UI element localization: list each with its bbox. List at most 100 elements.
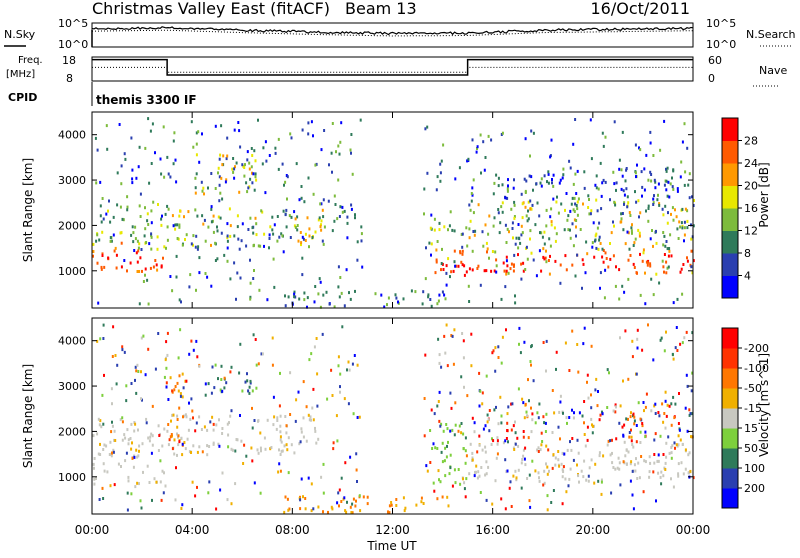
data-cell — [672, 168, 675, 172]
data-cell — [317, 218, 320, 222]
data-cell — [686, 256, 688, 260]
data-cell — [481, 391, 484, 395]
data-cell — [440, 450, 443, 454]
data-cell — [144, 267, 147, 271]
data-cell — [237, 121, 240, 124]
data-cell — [647, 323, 649, 327]
data-cell — [230, 365, 233, 369]
data-cell — [423, 434, 426, 438]
data-cell — [530, 129, 533, 133]
data-cell — [166, 238, 169, 242]
data-cell — [512, 269, 515, 273]
data-cell — [254, 172, 257, 176]
data-cell — [669, 182, 672, 186]
data-cell — [446, 444, 448, 448]
data-cell — [515, 476, 518, 480]
data-cell — [528, 499, 531, 503]
data-cell — [163, 471, 165, 475]
data-cell — [466, 394, 469, 398]
x-tick-label: 16:00 — [475, 523, 510, 537]
data-cell — [552, 184, 555, 188]
data-cell — [520, 233, 523, 237]
data-cell — [190, 242, 193, 246]
data-cell — [259, 446, 262, 450]
data-cell — [98, 423, 101, 427]
data-cell — [307, 413, 310, 417]
data-cell — [623, 440, 626, 444]
data-cell — [360, 232, 363, 236]
data-cell — [173, 438, 176, 442]
data-cell — [191, 409, 194, 413]
data-cell — [557, 458, 560, 462]
data-cell — [676, 297, 679, 301]
data-cell — [547, 181, 550, 185]
data-cell — [497, 422, 500, 426]
data-cell — [652, 358, 655, 362]
data-cell — [127, 475, 130, 479]
data-cell — [584, 271, 587, 275]
data-cell — [271, 215, 274, 219]
data-cell — [665, 188, 668, 192]
data-cell — [120, 164, 123, 168]
data-cell — [279, 414, 282, 418]
data-cell — [510, 262, 513, 266]
data-cell — [460, 375, 463, 379]
data-cell — [675, 326, 678, 329]
data-cell — [677, 237, 680, 240]
data-cell — [683, 336, 686, 340]
data-cell — [684, 467, 687, 471]
power-scatter — [92, 117, 695, 309]
data-cell — [557, 211, 560, 215]
data-cell — [216, 229, 219, 233]
freq-line — [92, 58, 693, 76]
data-cell — [478, 434, 481, 438]
data-cell — [201, 214, 204, 218]
data-cell — [171, 289, 174, 293]
data-cell — [432, 442, 435, 446]
data-cell — [150, 247, 153, 251]
data-cell — [565, 192, 568, 195]
data-cell — [639, 417, 642, 421]
y-tick-label: 3000 — [58, 380, 86, 393]
data-cell — [279, 371, 281, 375]
data-cell — [331, 507, 334, 511]
data-cell — [420, 496, 423, 500]
data-cell — [226, 246, 229, 250]
data-cell — [507, 440, 509, 444]
data-cell — [153, 477, 156, 481]
data-cell — [293, 210, 296, 214]
data-cell — [604, 268, 607, 272]
data-cell — [679, 438, 682, 442]
data-cell — [160, 498, 163, 502]
data-cell — [471, 456, 474, 460]
data-cell — [273, 223, 276, 227]
data-cell — [446, 364, 449, 368]
data-cell — [497, 356, 500, 359]
data-cell — [485, 498, 488, 502]
data-cell — [562, 173, 565, 177]
data-cell — [124, 436, 127, 440]
colorbar-tick-label: 4 — [744, 270, 751, 283]
data-cell — [477, 470, 480, 474]
data-cell — [436, 175, 439, 179]
nave-label: Nave — [759, 64, 787, 77]
noise-left-label: N.Sky — [4, 28, 36, 41]
data-cell — [163, 427, 166, 431]
data-cell — [306, 216, 309, 220]
data-cell — [525, 214, 528, 218]
data-cell — [321, 208, 324, 212]
data-cell — [218, 444, 221, 448]
data-cell — [666, 194, 669, 198]
data-cell — [192, 348, 195, 352]
data-cell — [550, 501, 553, 504]
data-cell — [268, 233, 271, 237]
data-cell — [575, 234, 577, 238]
data-cell — [339, 140, 342, 144]
data-cell — [686, 226, 689, 230]
data-cell — [544, 430, 547, 433]
data-cell — [225, 178, 228, 182]
data-cell — [495, 264, 498, 268]
data-cell — [174, 158, 177, 162]
data-cell — [618, 158, 621, 162]
data-cell — [237, 237, 240, 241]
